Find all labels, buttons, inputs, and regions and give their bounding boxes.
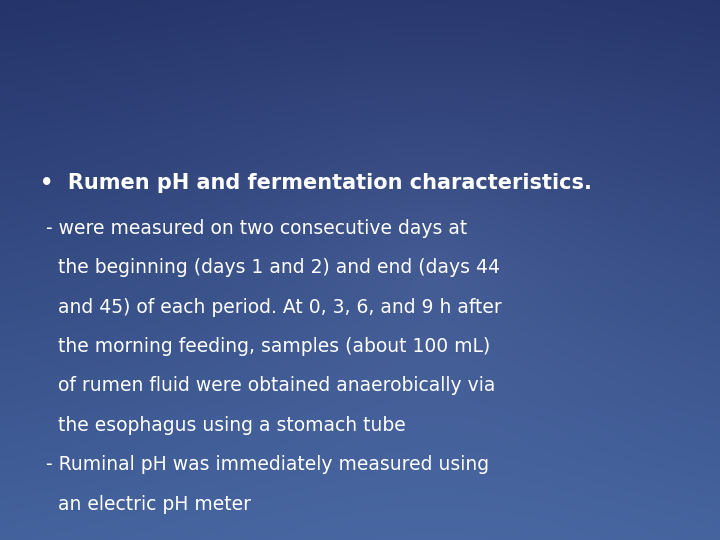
Text: •  Rumen pH and fermentation characteristics.: • Rumen pH and fermentation characterist… bbox=[40, 173, 591, 193]
Text: the beginning (days 1 and 2) and end (days 44: the beginning (days 1 and 2) and end (da… bbox=[40, 258, 500, 277]
Text: - Ruminal pH was immediately measured using: - Ruminal pH was immediately measured us… bbox=[40, 455, 489, 474]
Text: and 45) of each period. At 0, 3, 6, and 9 h after: and 45) of each period. At 0, 3, 6, and … bbox=[40, 298, 501, 316]
Text: an electric pH meter: an electric pH meter bbox=[40, 495, 251, 514]
Text: the morning feeding, samples (about 100 mL): the morning feeding, samples (about 100 … bbox=[40, 337, 490, 356]
Text: the esophagus using a stomach tube: the esophagus using a stomach tube bbox=[40, 416, 405, 435]
Text: of rumen fluid were obtained anaerobically via: of rumen fluid were obtained anaerobical… bbox=[40, 376, 495, 395]
Text: - were measured on two consecutive days at: - were measured on two consecutive days … bbox=[40, 219, 467, 238]
